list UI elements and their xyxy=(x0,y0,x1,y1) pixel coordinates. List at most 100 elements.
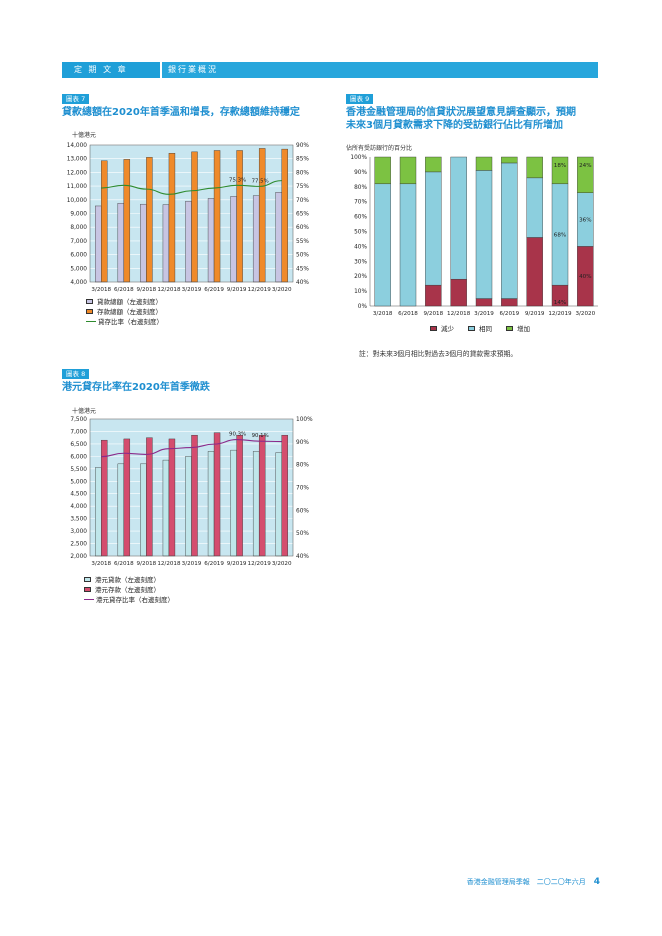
right-tick-label: 70% xyxy=(296,486,309,492)
left-tick-label: 5,500 xyxy=(70,467,87,473)
x-tick-label: 3/2018 xyxy=(373,311,393,317)
left-tick-label: 6,000 xyxy=(70,253,87,259)
x-tick-label: 9/2018 xyxy=(137,561,157,567)
left-tick-label: 11,000 xyxy=(67,184,88,190)
bar xyxy=(236,150,243,283)
bar xyxy=(275,452,282,557)
data-label: 68% xyxy=(554,232,566,238)
footer-text: 香港金融管理局季報 二〇二〇年六月 xyxy=(466,878,586,886)
bar xyxy=(191,434,198,557)
left-tick-label: 6,500 xyxy=(70,442,87,448)
left-tick-label: 5,000 xyxy=(70,479,87,485)
bar xyxy=(185,456,192,557)
legend-label: 相同 xyxy=(479,325,492,333)
x-tick-label: 12/2019 xyxy=(548,311,572,317)
bar xyxy=(101,160,108,283)
legend-item: 港元貸存比率（右邊刻度） xyxy=(84,594,174,604)
x-tick-label: 6/2019 xyxy=(204,561,224,567)
bar xyxy=(230,196,237,283)
legend-label: 港元貸存比率（右邊刻度） xyxy=(96,596,174,604)
data-label: 40% xyxy=(579,274,591,280)
y-tick-label: 20% xyxy=(354,274,367,280)
page-header: 定 期 文 章 銀行業概況 xyxy=(62,62,598,78)
header-topic-label: 銀行業概況 xyxy=(168,65,218,74)
bar xyxy=(168,153,176,283)
y-tick-label: 40% xyxy=(354,244,367,250)
page-number: 4 xyxy=(593,877,600,887)
chart7-unit: 十億港元 xyxy=(72,132,97,139)
bar xyxy=(140,203,147,283)
y-tick-label: 100% xyxy=(350,155,367,161)
x-tick-label: 6/2019 xyxy=(204,287,224,293)
left-tick-label: 7,500 xyxy=(70,417,87,423)
legend-label: 港元存款（左邊刻度） xyxy=(95,586,160,594)
x-tick-label: 9/2019 xyxy=(227,287,247,293)
bar xyxy=(191,151,198,283)
stacked-segment xyxy=(399,183,417,307)
chart7-legend: 貸款總額（左邊刻度） 存款總額（左邊刻度） 貸存比率（右邊刻度） xyxy=(86,296,163,326)
left-tick-label: 6,000 xyxy=(70,454,87,460)
legend-item: 相同 xyxy=(468,323,492,333)
bar xyxy=(101,439,108,557)
legend-label: 存款總額（左邊刻度） xyxy=(97,308,162,316)
stacked-segment xyxy=(425,284,442,307)
chart9-unit: 佔所有受訪銀行的百分比 xyxy=(346,145,413,152)
y-tick-label: 10% xyxy=(354,289,367,295)
bar xyxy=(162,459,170,557)
chart8-title: 港元貸存比率在2020年首季微跌 xyxy=(62,382,210,393)
x-tick-label: 3/2018 xyxy=(91,287,111,293)
stacked-segment xyxy=(425,156,442,173)
chart9-legend: 減少 相同 增加 xyxy=(430,323,530,333)
right-tick-label: 55% xyxy=(296,239,309,245)
bar xyxy=(275,192,282,283)
legend-item: 減少 xyxy=(430,323,454,333)
stacked-segment xyxy=(374,183,391,307)
legend-swatch xyxy=(468,325,475,331)
plot-border xyxy=(89,144,294,283)
y-tick-label: 70% xyxy=(354,200,367,206)
legend-swatch xyxy=(506,325,513,331)
right-tick-label: 100% xyxy=(296,417,313,423)
y-tick-label: 60% xyxy=(354,215,367,221)
right-tick-label: 65% xyxy=(296,212,309,218)
right-tick-label: 60% xyxy=(296,508,309,514)
data-label: 14% xyxy=(554,300,566,306)
left-tick-label: 10,000 xyxy=(67,198,88,204)
header-section-label: 定 期 文 章 xyxy=(74,65,128,74)
legend-item: 港元存款（左邊刻度） xyxy=(84,584,174,594)
left-tick-label: 4,000 xyxy=(70,280,87,286)
right-tick-label: 50% xyxy=(296,531,309,537)
left-tick-label: 9,000 xyxy=(70,212,87,218)
data-label: 36% xyxy=(579,218,591,224)
right-tick-label: 75% xyxy=(296,184,309,190)
chart9-plot: 0% 10% 20% 30% 40% 50% 60% 70% 80% 90% 100% 3/2018 6… xyxy=(350,155,598,317)
stacked-segment xyxy=(475,170,493,299)
stacked-segment xyxy=(475,156,493,171)
right-tick-label: 90% xyxy=(296,143,309,149)
right-tick-label: 60% xyxy=(296,225,309,231)
bar xyxy=(123,159,131,283)
legend-label: 減少 xyxy=(441,325,454,333)
y-tick-label: 50% xyxy=(354,230,367,236)
bar xyxy=(213,432,221,557)
data-label: 75.3% xyxy=(229,177,246,183)
stacked-segment xyxy=(374,156,391,185)
bar xyxy=(117,463,125,557)
left-tick-label: 4,000 xyxy=(70,504,87,510)
left-tick-label: 3,500 xyxy=(70,517,87,523)
chart8-plot: 2,000 2,500 3,000 3,500 4,000 4,500 5,000 5,500… xyxy=(70,417,313,567)
stacked-segment xyxy=(501,298,518,307)
header-topic-tab: 銀行業概況 xyxy=(162,62,598,78)
chart8-legend: 港元貸款（左邊刻度） 港元存款（左邊刻度） 港元貸存比率（右邊刻度） xyxy=(84,574,174,604)
right-tick-label: 40% xyxy=(296,554,309,560)
right-tick-label: 50% xyxy=(296,253,309,259)
x-tick-label: 6/2018 xyxy=(398,311,418,317)
x-tick-label: 9/2019 xyxy=(525,311,545,317)
y-tick-label: 80% xyxy=(354,185,367,191)
left-tick-label: 14,000 xyxy=(67,143,88,149)
chart9-note: 註：對未來3個月相比對過去3個月的貸款需求預期。 xyxy=(359,350,518,358)
x-tick-label: 3/2019 xyxy=(182,561,202,567)
chart8-tag: 圖表 8 xyxy=(62,369,90,379)
stacked-segment xyxy=(399,156,417,185)
stacked-segment xyxy=(526,177,543,238)
